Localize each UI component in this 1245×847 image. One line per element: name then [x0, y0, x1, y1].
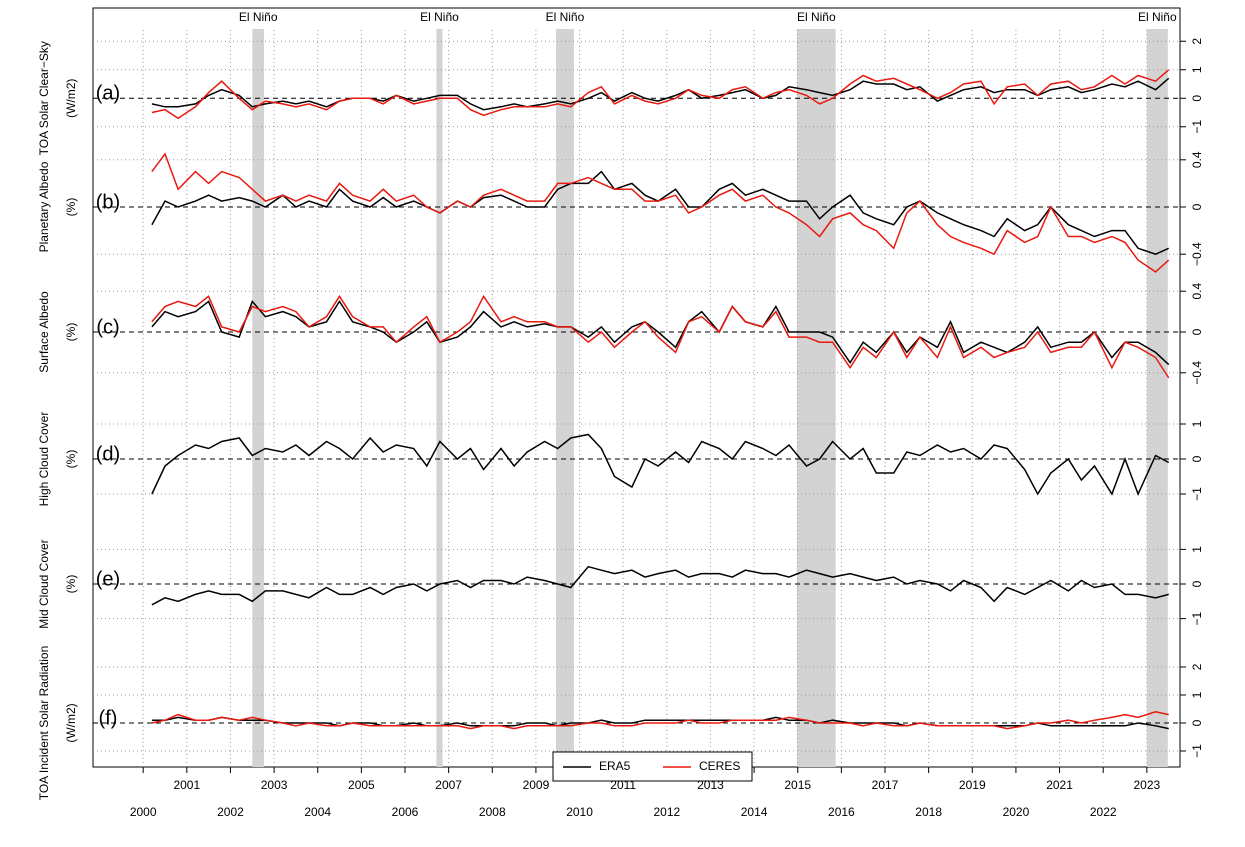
panel-letter: (b) — [96, 191, 120, 213]
y-axis-units: (%) — [64, 198, 78, 217]
y-tick-label: 1 — [1190, 66, 1204, 73]
y-tick-label: 1 — [1190, 420, 1204, 427]
series-line — [151, 711, 1169, 730]
y-tick-label: 0 — [1190, 328, 1204, 335]
x-tick-label: 2009 — [523, 778, 550, 792]
y-tick-label: −1 — [1190, 611, 1204, 625]
panel-letter: (d) — [96, 443, 120, 465]
y-tick-label: 2 — [1190, 38, 1204, 45]
x-tick-label: 2018 — [915, 805, 942, 819]
series-line — [151, 294, 1170, 379]
el-nino-band — [252, 29, 265, 767]
y-axis-units: (%) — [64, 450, 78, 469]
y-tick-label: −1 — [1190, 120, 1204, 134]
x-tick-label: 2016 — [828, 805, 855, 819]
x-tick-label: 2020 — [1003, 805, 1030, 819]
panel-letter: (e) — [96, 568, 120, 590]
y-tick-label: 1 — [1190, 546, 1204, 553]
y-tick-label: 0 — [1190, 719, 1204, 726]
y-tick-label: 0 — [1190, 203, 1204, 210]
x-tick-label: 2023 — [1133, 778, 1160, 792]
y-axis-label: TOA Incident Solar Radiation — [37, 646, 51, 801]
el-nino-band — [436, 29, 443, 767]
el-nino-band — [555, 29, 574, 767]
series-line — [151, 433, 1170, 496]
y-axis-label: TOA Solar Clear−Sky — [37, 41, 51, 155]
series-line — [151, 69, 1170, 120]
y-axis-label: High Cloud Cover — [37, 412, 51, 507]
x-tick-label: 2002 — [217, 805, 244, 819]
y-axis-units: (%) — [64, 323, 78, 342]
el-nino-band — [1146, 29, 1168, 767]
x-tick-label: 2015 — [784, 778, 811, 792]
x-tick-label: 2019 — [959, 778, 986, 792]
x-tick-label: 2021 — [1046, 778, 1073, 792]
legend: ERA5 CERES — [552, 751, 753, 782]
el-nino-label: El Niño — [239, 10, 278, 24]
el-nino-label: El Niño — [797, 10, 836, 24]
y-tick-label: 1 — [1190, 691, 1204, 698]
series-line — [151, 716, 1169, 730]
x-tick-label: 2007 — [435, 778, 462, 792]
x-tick-label: 2010 — [566, 805, 593, 819]
x-tick-label: 2000 — [130, 805, 157, 819]
panel-letter: (f) — [99, 707, 118, 729]
series-line — [151, 152, 1170, 273]
panel-letter: (a) — [96, 83, 120, 105]
y-tick-label: 0 — [1190, 580, 1204, 587]
el-nino-label: El Niño — [1138, 10, 1177, 24]
y-tick-label: −0.4 — [1190, 361, 1204, 385]
x-tick-label: 2017 — [872, 778, 899, 792]
x-tick-label: 2012 — [653, 805, 680, 819]
y-axis-units: (%) — [64, 575, 78, 594]
x-tick-label: 2001 — [173, 778, 200, 792]
y-tick-label: 0.4 — [1190, 283, 1204, 300]
legend-label: ERA5 — [599, 759, 631, 773]
series-line — [151, 299, 1170, 366]
x-tick-label: 2022 — [1090, 805, 1117, 819]
x-tick-label: 2005 — [348, 778, 375, 792]
x-tick-label: 2014 — [741, 805, 768, 819]
y-tick-label: 0 — [1190, 95, 1204, 102]
legend-label: CERES — [699, 759, 740, 773]
y-axis-units: (W/m2) — [64, 703, 78, 742]
y-tick-label: 0.4 — [1190, 151, 1204, 168]
y-axis-label: Mid Cloud Cover — [37, 539, 51, 628]
x-tick-label: 2013 — [697, 778, 724, 792]
y-axis-units: (W/m2) — [64, 79, 78, 118]
panel-letter: (c) — [96, 316, 119, 338]
y-tick-label: −1 — [1190, 744, 1204, 758]
x-tick-label: 2006 — [392, 805, 419, 819]
x-tick-label: 2011 — [610, 778, 636, 792]
el-nino-label: El Niño — [420, 10, 459, 24]
y-tick-label: 2 — [1190, 663, 1204, 670]
el-nino-label: El Niño — [546, 10, 585, 24]
series-line — [151, 77, 1170, 111]
x-tick-label: 2004 — [304, 805, 331, 819]
series-line — [151, 170, 1170, 256]
el-nino-band — [796, 29, 836, 767]
y-axis-label: Surface Albedo — [37, 291, 51, 373]
y-tick-label: 0 — [1190, 455, 1204, 462]
x-tick-label: 2003 — [261, 778, 288, 792]
y-tick-label: −1 — [1190, 487, 1204, 501]
series-line — [151, 565, 1169, 606]
y-tick-label: −0.4 — [1190, 242, 1204, 266]
x-tick-label: 2008 — [479, 805, 506, 819]
y-axis-label: Planetary Albedo — [37, 161, 51, 252]
